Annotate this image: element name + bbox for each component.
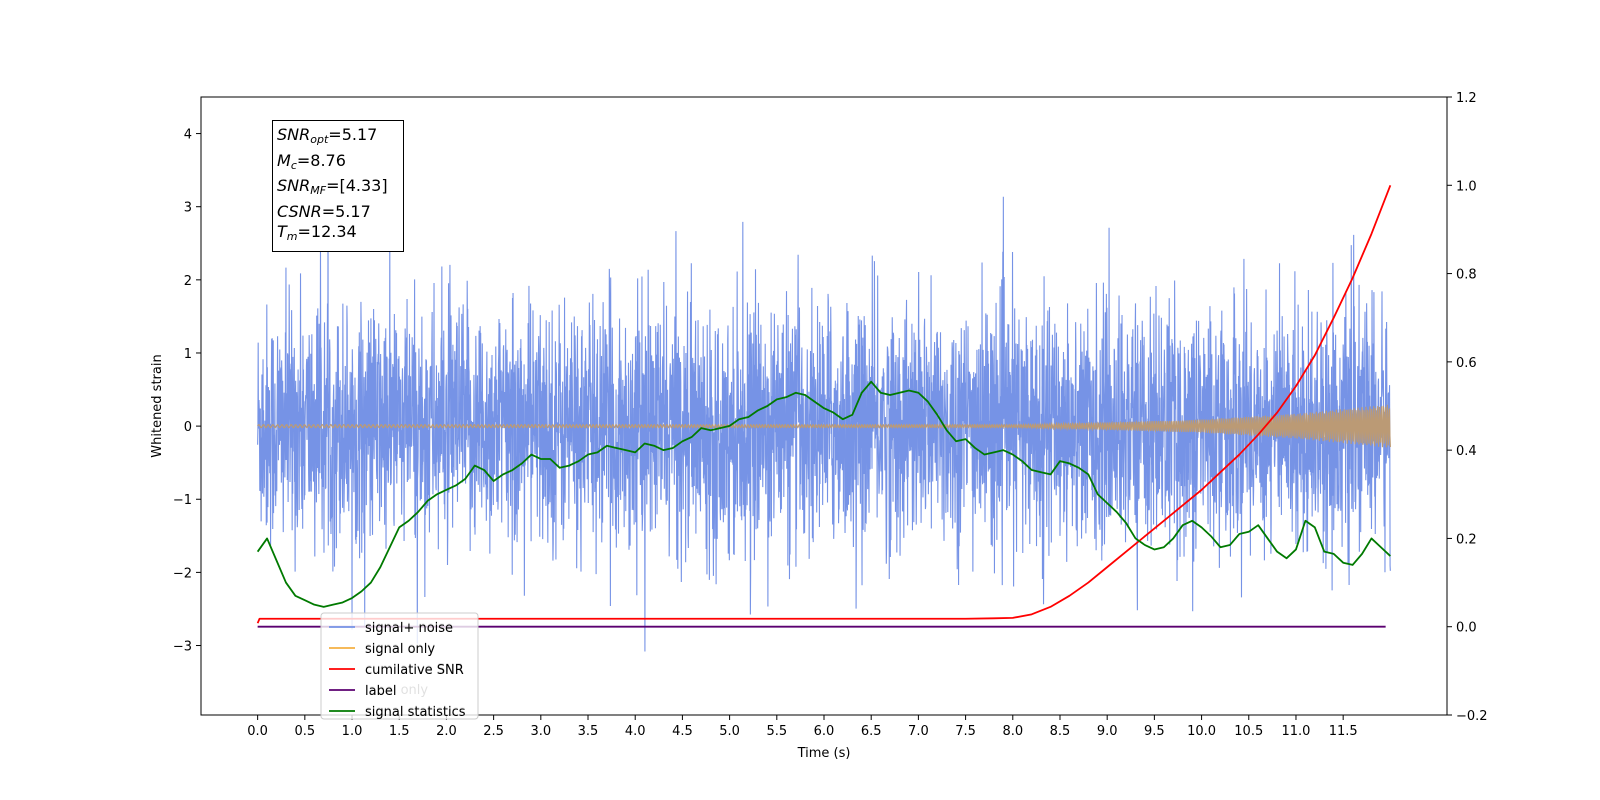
plot-clip-group — [256, 184, 1392, 652]
x-tick-label: 10.5 — [1234, 724, 1263, 739]
axes: 0.0 0.5 1.0 1.5 2.0 2.5 3.0 3.5 4.0 4.5 5.0 5.5 6.0 6… — [150, 91, 1488, 761]
legend-label: label — [365, 684, 396, 699]
x-tick-label: 2.0 — [436, 724, 457, 739]
y2-tick-label: 1.0 — [1456, 179, 1477, 194]
y-tick-label: 2 — [184, 274, 192, 289]
y-axis-label: Whitened strain — [150, 354, 165, 457]
x-tick-label: 3.0 — [530, 724, 551, 739]
x-tick-label: 7.0 — [908, 724, 929, 739]
legend-label: signal statistics — [365, 705, 466, 720]
legend: signal+ noise signal only cumilative SNR la… — [320, 612, 479, 720]
series-cumulative-snr — [256, 184, 1392, 624]
x-tick-label: 11.5 — [1329, 724, 1358, 739]
y2-tick-label: 0.0 — [1456, 621, 1477, 636]
legend-label: cumilative SNR — [365, 663, 464, 678]
stats-annotation-box: SNRopt=5.17 Mc=8.76 SNRMF=[4.33] CSNR=5.… — [272, 120, 404, 252]
y-tick-label: −3 — [173, 640, 192, 655]
legend-label: signal only — [365, 642, 435, 657]
y2-tick-label: 0.4 — [1456, 444, 1477, 459]
series-signal-statistics — [256, 380, 1391, 608]
y2-tick-label: 0.8 — [1456, 268, 1477, 283]
y2-tick-label: 0.6 — [1456, 356, 1477, 371]
x-tick-label: 6.5 — [861, 724, 882, 739]
y-tick-label: −2 — [173, 566, 192, 581]
csnr-text: CSNR=5.17 — [277, 201, 371, 221]
x-tick-label: 9.0 — [1097, 724, 1118, 739]
x-tick-label: 0.5 — [294, 724, 315, 739]
snr-opt-text: SNRopt=5.17 — [277, 125, 378, 146]
x-tick-label: 5.0 — [719, 724, 740, 739]
x-tick-label: 0.0 — [247, 724, 268, 739]
y-tick-label: 0 — [184, 420, 192, 435]
series-signal-only — [257, 404, 1391, 448]
x-tick-label: 11.0 — [1281, 724, 1310, 739]
tm-text: Tm=12.34 — [277, 222, 357, 243]
plot-area — [256, 184, 1392, 652]
x-tick-label: 1.5 — [389, 724, 410, 739]
x-tick-label: 4.0 — [625, 724, 646, 739]
y-tick-label: 1 — [184, 347, 192, 362]
chirp-mass-text: Mc=8.76 — [277, 150, 346, 172]
legend-label: signal+ noise — [365, 621, 453, 636]
x-tick-label: 10.0 — [1187, 724, 1216, 739]
y2-tick-label: 1.2 — [1456, 91, 1477, 106]
y-tick-label: 3 — [184, 201, 192, 216]
x-axis-label: Time (s) — [797, 746, 851, 761]
x-tick-label: 3.5 — [578, 724, 599, 739]
snr-mf-text: SNRMF=[4.33] — [277, 176, 388, 197]
x-tick-label: 2.5 — [483, 724, 504, 739]
x-tick-label: 9.5 — [1144, 724, 1165, 739]
y-tick-label: 4 — [184, 128, 192, 143]
x-tick-label: 7.5 — [955, 724, 976, 739]
y-tick-label: −1 — [173, 493, 192, 508]
x-tick-label: 5.5 — [766, 724, 787, 739]
series-signal-noise — [257, 196, 1391, 652]
y2-tick-label: −0.2 — [1456, 709, 1488, 724]
x-tick-label: 8.0 — [1002, 724, 1023, 739]
x-tick-label: 8.5 — [1050, 724, 1071, 739]
x-tick-label: 6.0 — [814, 724, 835, 739]
x-tick-label: 4.5 — [672, 724, 693, 739]
x-tick-label: 1.0 — [342, 724, 363, 739]
legend-box — [320, 612, 479, 720]
y2-tick-label: 0.2 — [1456, 532, 1477, 547]
